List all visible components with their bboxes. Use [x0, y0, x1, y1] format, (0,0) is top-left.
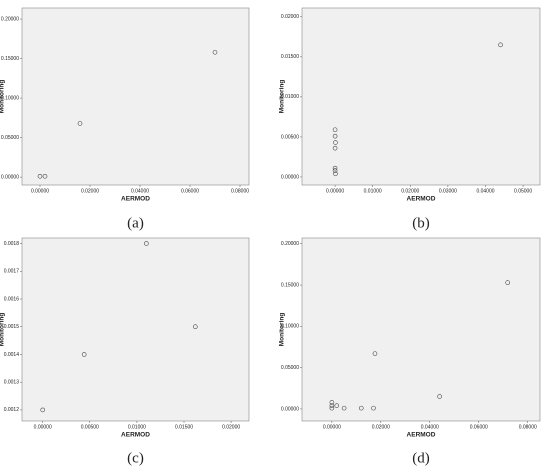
- x-tick-label: 0.02000: [372, 424, 390, 430]
- y-tick-label: 0.10000: [1, 95, 19, 101]
- y-tick-label: 0.0015: [4, 324, 20, 330]
- x-tick-label: 0.08000: [231, 188, 249, 194]
- x-axis-title: AERMOD: [121, 196, 150, 203]
- point: [37, 174, 43, 179]
- point: [329, 405, 335, 411]
- point: [212, 49, 218, 55]
- point: [341, 405, 347, 411]
- x-tick-label: 0.08000: [519, 424, 537, 430]
- caption: (a): [127, 215, 144, 231]
- point: [42, 174, 48, 179]
- plot-area: [301, 237, 541, 422]
- point: [437, 394, 442, 399]
- x-tick-label: 0.00000: [326, 188, 344, 194]
- point: [329, 400, 335, 405]
- x-tick-label: 0.00500: [81, 424, 99, 430]
- y-axis-title: Monitoring: [279, 80, 286, 114]
- x-tick-label: 0.00000: [31, 188, 49, 194]
- y-tick-label: 0.05000: [1, 135, 19, 141]
- x-tick-label: 0.03000: [439, 188, 457, 194]
- x-tick-label: 0.05000: [514, 188, 532, 194]
- y-tick-label: 0.0016: [4, 296, 20, 302]
- y-tick-label: 0.02000: [281, 14, 299, 20]
- y-tick-label: 0.00500: [281, 134, 299, 140]
- y-tick-label: 0.05000: [281, 365, 299, 371]
- y-tick-label: 0.01000: [281, 94, 299, 100]
- x-tick-label: 0.00000: [34, 424, 52, 430]
- y-tick-label: 0.0018: [4, 241, 20, 247]
- point: [332, 145, 338, 151]
- y-tick-label: 0.00000: [281, 174, 299, 180]
- y-axis-title: Monitoring: [279, 313, 286, 347]
- x-axis-title: AERMOD: [121, 432, 150, 439]
- y-axis-title: Monitoring: [0, 313, 6, 347]
- point: [81, 352, 87, 357]
- y-tick-label: 0.15000: [1, 56, 19, 62]
- point: [332, 165, 338, 171]
- x-tick-label: 0.00000: [323, 424, 341, 430]
- y-tick-label: 0.0017: [4, 269, 20, 275]
- point: [371, 405, 376, 411]
- y-tick-label: 0.0013: [4, 380, 20, 386]
- y-tick-label: 0.20000: [281, 241, 299, 247]
- point: [333, 140, 338, 145]
- caption: (b): [412, 215, 430, 231]
- x-tick-label: 0.02000: [401, 188, 419, 194]
- x-tick-label: 0.04000: [421, 424, 439, 430]
- x-axis-title: AERMOD: [407, 196, 436, 203]
- plot-area: [301, 7, 541, 186]
- point: [332, 133, 338, 139]
- x-tick-label: 0.02000: [222, 424, 240, 430]
- caption: (c): [127, 450, 144, 466]
- x-tick-label: 0.04000: [476, 188, 494, 194]
- point: [333, 171, 338, 177]
- point: [358, 405, 364, 411]
- x-axis-title: AERMOD: [407, 432, 436, 439]
- point: [329, 403, 335, 408]
- y-tick-label: 0.10000: [281, 324, 299, 330]
- point: [332, 168, 338, 173]
- y-tick-label: 0.15000: [281, 282, 299, 288]
- plot-area: [21, 7, 250, 186]
- plot-area: [21, 237, 250, 422]
- y-tick-label: 0.01500: [281, 54, 299, 60]
- x-tick-label: 0.01000: [128, 424, 146, 430]
- x-tick-label: 0.04000: [131, 188, 149, 194]
- x-tick-label: 0.06000: [181, 188, 199, 194]
- y-tick-label: 0.0012: [4, 407, 20, 413]
- point: [334, 403, 340, 408]
- x-tick-label: 0.01500: [175, 424, 193, 430]
- point: [77, 121, 83, 126]
- point: [332, 127, 338, 133]
- point: [372, 351, 378, 356]
- x-tick-label: 0.06000: [470, 424, 488, 430]
- point: [193, 324, 198, 330]
- x-tick-label: 0.02000: [81, 188, 99, 194]
- point: [498, 42, 503, 48]
- y-tick-label: 0.0014: [4, 352, 20, 358]
- point: [40, 407, 46, 413]
- y-tick-label: 0.00000: [281, 406, 299, 412]
- point: [144, 241, 149, 246]
- y-tick-label: 0.20000: [1, 16, 19, 22]
- caption: (d): [412, 450, 430, 466]
- y-tick-label: 0.00000: [1, 174, 19, 180]
- y-axis-title: Monitoring: [0, 80, 6, 114]
- x-tick-label: 0.01000: [364, 188, 382, 194]
- point: [505, 280, 510, 285]
